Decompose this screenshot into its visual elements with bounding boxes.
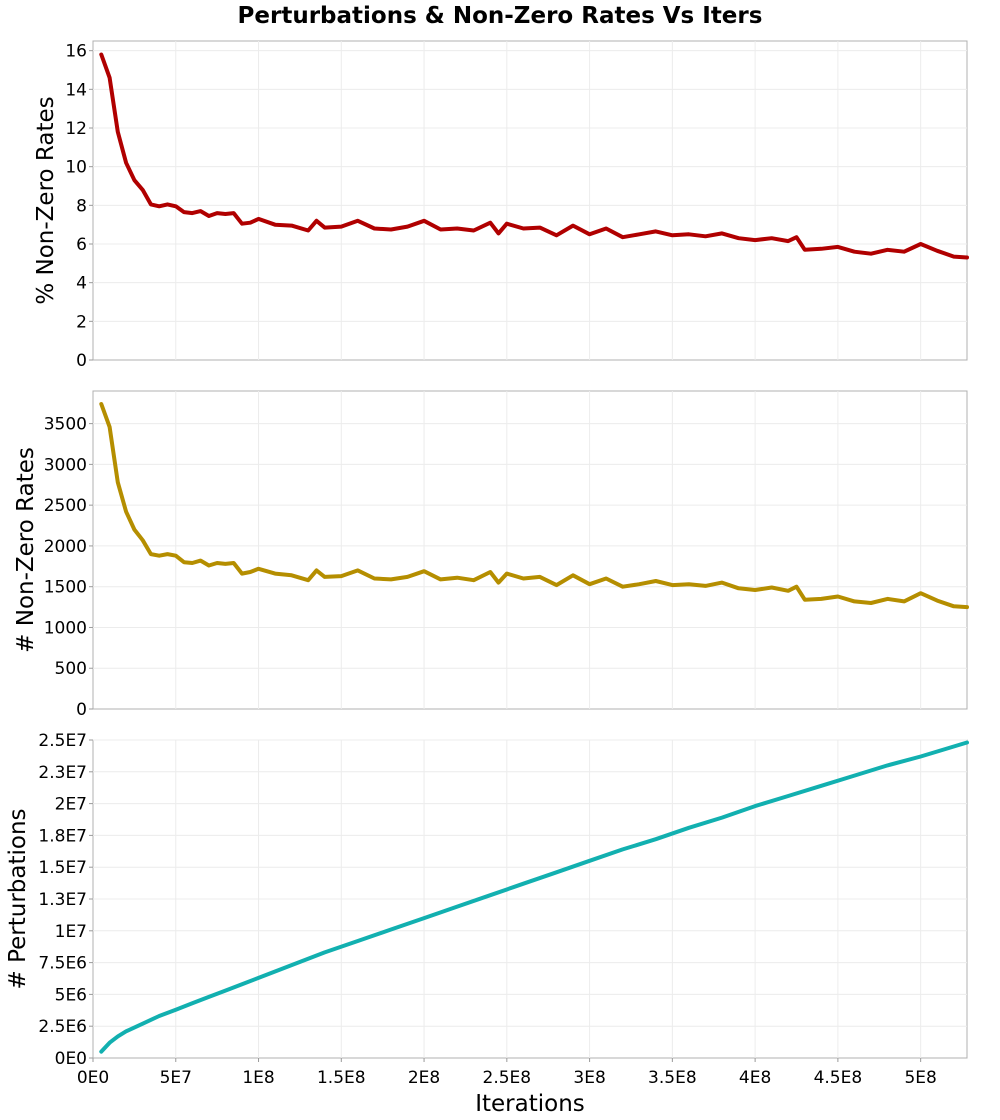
pct-nonzero-plot-area [92,40,968,361]
x-tick-label: 2E8 [408,1068,440,1088]
pct-nonzero-y-axis-label: % Non-Zero Rates [33,96,59,304]
count-nonzero-y-tick-label: 1500 [44,578,87,598]
perturbations-y-tick-label: 1.3E7 [38,890,87,910]
pct-nonzero-y-tick-label: 12 [65,119,87,139]
x-tick-label: 4E8 [739,1068,771,1088]
panel-pct-nonzero-rates: 0 2 4 6 8 10 12 14 16 % Non-Zero Rates [33,40,969,371]
pct-nonzero-y-tick-label: 16 [65,42,87,62]
x-tick-label: 2.5E8 [483,1068,532,1088]
pct-nonzero-y-tick-label: 8 [76,196,87,216]
x-tick-label: 1E8 [242,1068,274,1088]
count-nonzero-y-tick-label: 1000 [44,618,87,638]
count-nonzero-plot-area [92,390,968,710]
perturbations-y-tick-label: 1E7 [55,922,87,942]
count-nonzero-y-tick-label: 2000 [44,537,87,557]
perturbations-series-line [99,740,969,1054]
pct-nonzero-y-tick-label: 2 [76,312,87,332]
perturbations-y-tick-label: 7.5E6 [38,954,87,974]
perturbations-y-tick-label: 2.3E7 [38,763,87,783]
x-tick-label: 1.5E8 [317,1068,366,1088]
perturbations-y-tick-label: 2.5E6 [38,1017,87,1037]
pct-nonzero-y-tick-label: 6 [76,235,87,255]
perturbations-y-tick-label: 2.5E7 [38,731,87,751]
perturbations-y-tick-label: 1.8E7 [38,826,87,846]
pct-nonzero-series-line [99,52,969,260]
count-nonzero-y-tick-label: 500 [55,659,87,679]
pct-nonzero-y-tick-label: 4 [76,274,87,294]
count-nonzero-y-tick-label: 0 [76,700,87,720]
perturbations-y-tick-label: 2E7 [55,795,87,815]
x-tick-label: 5E7 [160,1068,192,1088]
x-tick-label: 4.5E8 [814,1068,863,1088]
x-tick-label: 3E8 [573,1068,605,1088]
perturbations-y-tick-label: 5E6 [55,985,87,1005]
count-nonzero-y-tick-label: 2500 [44,496,87,516]
count-nonzero-y-tick-label: 3500 [44,415,87,435]
count-nonzero-y-tick-label: 3000 [44,455,87,475]
chart-title: Perturbations & Non-Zero Rates Vs Iters [238,3,763,29]
x-tick-label: 0E0 [77,1068,109,1088]
pct-nonzero-y-tick-label: 10 [65,158,87,178]
count-nonzero-series-line [99,402,969,610]
x-tick-label: 3.5E8 [648,1068,697,1088]
perturbations-y-axis-label: # Perturbations [5,808,31,989]
x-axis-label: Iterations [475,1091,585,1117]
perturbations-y-tick-label: 0E0 [55,1049,87,1069]
count-nonzero-y-axis-label: # Non-Zero Rates [13,447,39,653]
x-tick-label: 5E8 [904,1068,936,1088]
panel-perturbations: 0E0 2.5E6 5E6 7.5E6 1E7 1.3E7 1.5E7 1.8E7 2E7 2.3… [5,731,969,1088]
panel-count-nonzero-rates: 0 500 1000 1500 2000 2500 3000 3500# Non-Zero R… [13,390,969,720]
pct-nonzero-y-tick-label: 0 [76,351,87,371]
perturbations-y-tick-label: 1.5E7 [38,858,87,878]
pct-nonzero-y-tick-label: 14 [65,80,87,100]
